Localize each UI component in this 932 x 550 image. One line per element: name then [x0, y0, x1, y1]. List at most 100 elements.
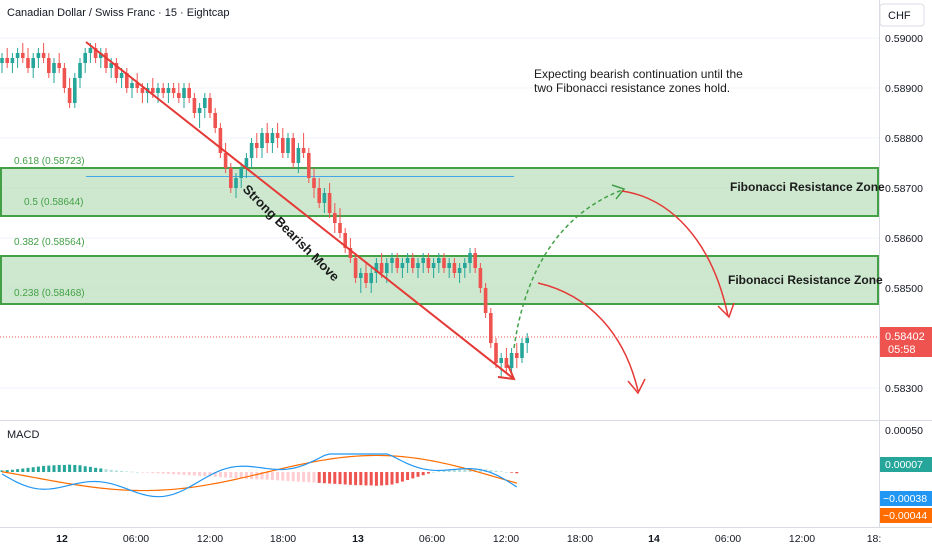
last-price-badge: 0.58402 05:58	[880, 327, 932, 357]
candle-body	[156, 88, 160, 93]
candle-body	[489, 313, 493, 343]
candle-body	[47, 58, 51, 73]
candle-body	[151, 88, 155, 93]
time-axis-tick: 12:00	[493, 533, 519, 545]
currency-label: CHF	[888, 10, 911, 22]
macd-histogram-bar	[416, 472, 420, 477]
candle-body	[411, 258, 415, 268]
fib-label-50: 0.5 (0.58644)	[24, 197, 84, 208]
candle-body	[463, 263, 467, 268]
candle-body	[395, 258, 399, 268]
macd-histogram-bar	[26, 467, 30, 472]
candle-body	[234, 178, 238, 188]
macd-histogram-bar	[0, 470, 4, 472]
price-axis-tick: 0.58300	[885, 383, 923, 395]
macd-histogram-bar	[322, 472, 326, 484]
time-axis-tick: 13	[352, 533, 364, 545]
candle-body	[447, 263, 451, 268]
price-axis-tick: 0.58900	[885, 83, 923, 95]
macd-histogram-bar	[182, 472, 186, 475]
currency-chip[interactable]: CHF	[879, 3, 925, 27]
zone-upper-label: Fibonacci Resistance Zone	[730, 180, 885, 194]
candle-body	[171, 88, 176, 93]
candle-body	[93, 48, 98, 58]
macd-histogram-bar	[489, 470, 493, 472]
macd-histogram-bar	[473, 468, 477, 472]
macd-histogram-bar	[437, 471, 441, 472]
candle-body	[88, 48, 93, 53]
candle-body	[52, 63, 56, 73]
candle-body	[229, 168, 233, 188]
macd-histogram-bar	[42, 465, 46, 472]
candle-body	[312, 178, 316, 188]
macd-histogram-bar	[73, 464, 77, 472]
macd-histogram-bar	[52, 465, 56, 472]
candle-body	[218, 128, 223, 153]
candle-body	[515, 353, 519, 358]
macd-badge-histogram-box	[880, 457, 932, 472]
macd-histogram-bar	[166, 472, 170, 474]
candle-body	[104, 53, 108, 68]
candle-body	[509, 353, 514, 368]
candle-body	[291, 138, 295, 163]
macd-histogram-bar	[265, 472, 269, 480]
candle-body	[192, 98, 197, 113]
candle-body	[21, 53, 25, 58]
candle-body	[15, 53, 20, 58]
macd-histogram-bar	[146, 472, 150, 473]
candle-body	[369, 273, 373, 283]
macd-histogram-bar	[400, 472, 404, 482]
candle-body	[203, 98, 207, 108]
candle-body	[525, 338, 529, 343]
time-axis-tick: 14	[648, 533, 660, 545]
candle-body	[73, 78, 77, 103]
time-axis[interactable]: 12 06:00 12:00 18:00 13 06:00 12:00 18:00 14 06:0…	[56, 533, 881, 545]
macd-histogram-bar	[161, 472, 165, 474]
macd-histogram-bar	[140, 472, 144, 473]
price-axis-tick: 0.59000	[885, 33, 923, 45]
trend-line-group	[85, 41, 516, 381]
price-axis[interactable]: 0.59000 0.58900 0.58800 0.58700 0.58600 0.585…	[885, 33, 923, 395]
candle-body	[333, 213, 337, 223]
macd-histogram-bar	[130, 471, 134, 473]
macd-axis-tick: 0.00050	[885, 425, 923, 437]
projection-down-curve-upper	[621, 190, 729, 317]
macd-histogram-bar	[213, 472, 217, 477]
macd-badge-signal-box	[880, 508, 932, 523]
macd-histogram-bar	[276, 472, 280, 481]
macd-histogram-bar	[156, 472, 160, 474]
candle-body	[473, 253, 477, 268]
macd-histogram-bar	[390, 472, 394, 485]
candle-body	[265, 133, 269, 143]
macd-histogram-bar	[104, 469, 108, 472]
macd-histogram-bar	[36, 466, 40, 472]
candle-body	[338, 223, 342, 233]
time-axis-tick: 12:00	[789, 533, 815, 545]
macd-axis[interactable]: 0.00050	[885, 425, 923, 437]
macd-histogram-bar	[198, 472, 202, 476]
candle-body	[390, 258, 394, 263]
macd-label: MACD	[7, 429, 39, 441]
macd-histogram-bar	[447, 469, 451, 472]
candle-body	[10, 58, 15, 63]
macd-histogram-bar	[255, 472, 259, 480]
macd-histogram-bar	[312, 472, 316, 483]
macd-histogram-bar	[78, 465, 82, 472]
candle-body	[400, 263, 405, 268]
macd-histogram-bar	[478, 468, 482, 472]
macd-histogram-bar	[338, 472, 342, 485]
macd-histogram-bar	[499, 471, 503, 472]
candle-body	[457, 268, 462, 273]
candle-body	[31, 58, 35, 68]
candle-body	[504, 358, 509, 368]
macd-histogram-bar	[120, 471, 124, 472]
candle-body	[135, 83, 139, 88]
projection-down-curve-lower	[537, 282, 639, 392]
candle-body	[83, 53, 87, 63]
candle-body	[478, 268, 483, 288]
candle-body	[286, 138, 290, 153]
macd-histogram-bar	[317, 472, 321, 483]
time-axis-tick: 06:00	[123, 533, 149, 545]
